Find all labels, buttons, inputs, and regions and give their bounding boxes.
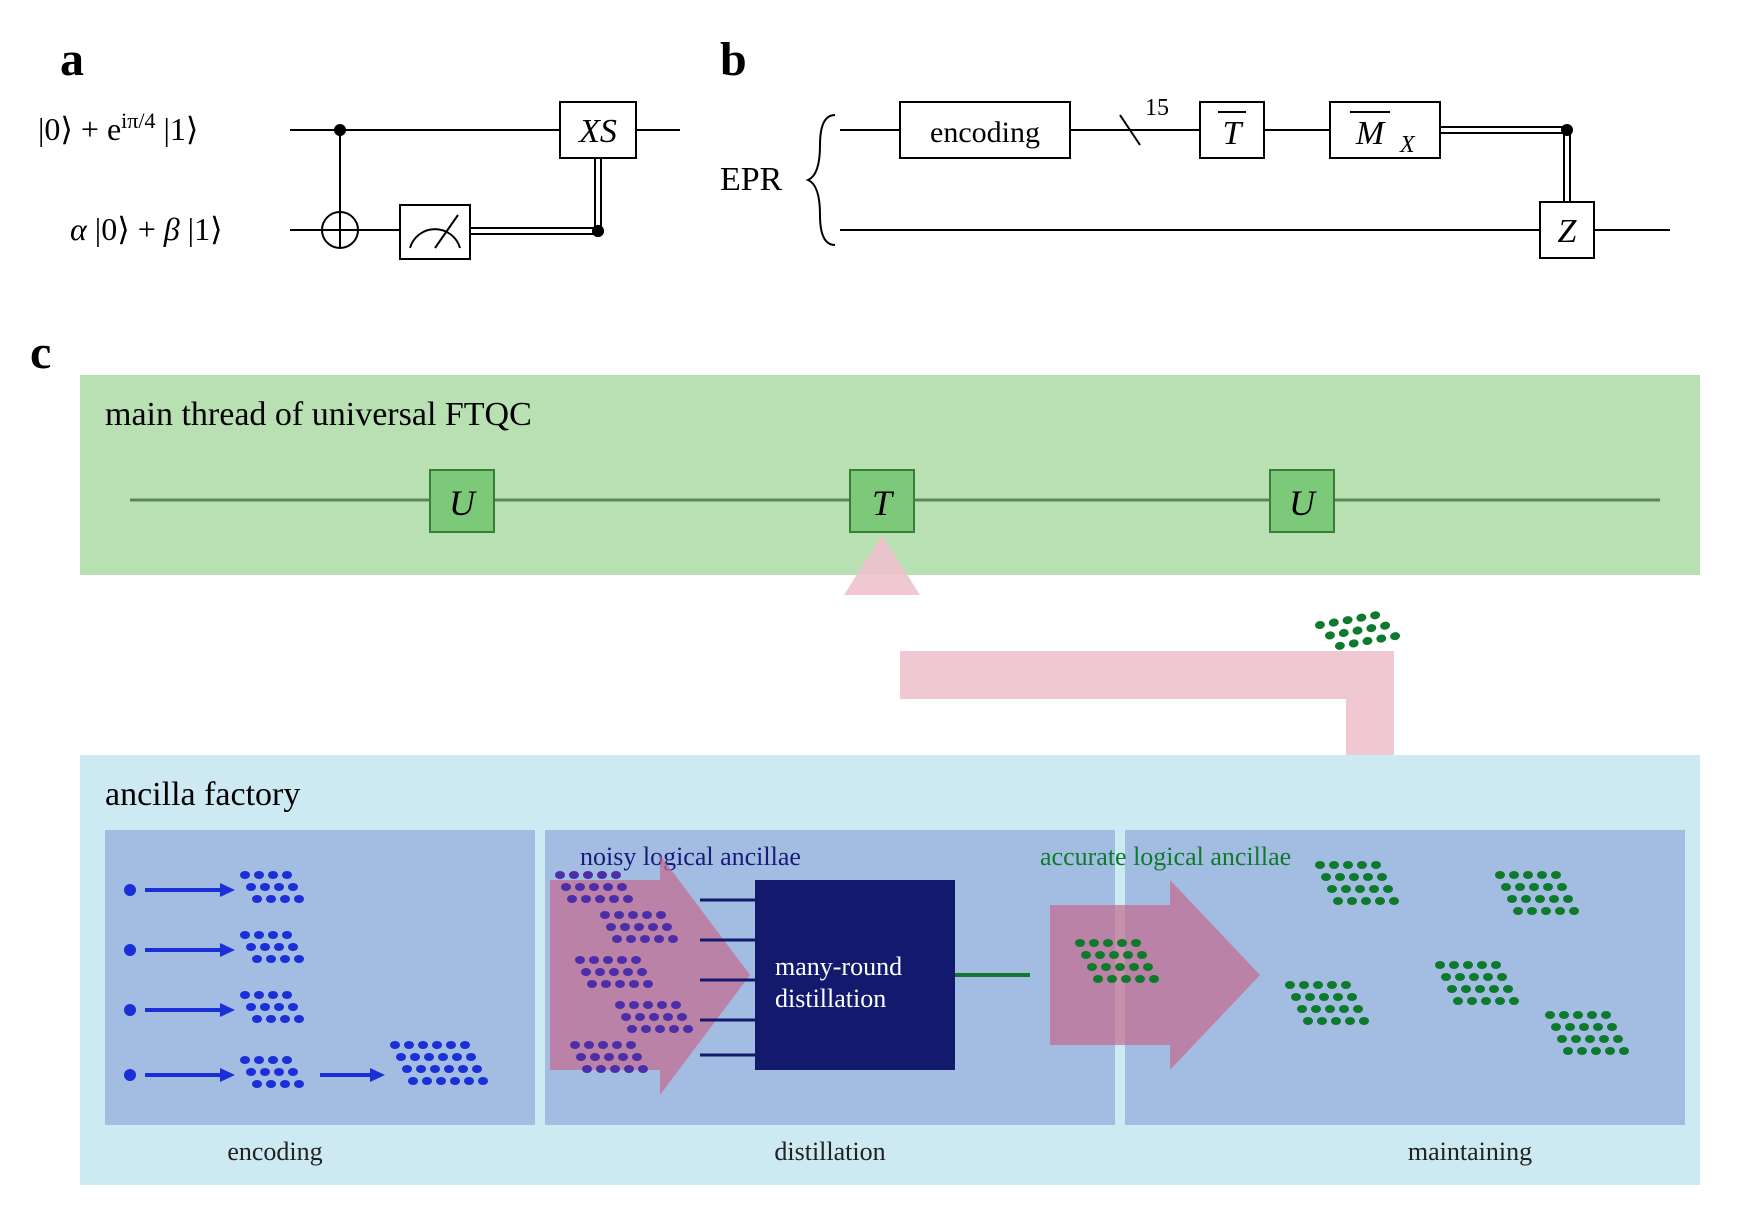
mx-x: X (1399, 132, 1416, 158)
mx-box (1330, 102, 1440, 158)
state-bottom: α |0⟩ + β |1⟩ (70, 211, 223, 247)
circuit-a: a |0⟩ + eiπ/4 |1⟩ α |0⟩ + β |1⟩ (20, 20, 700, 300)
dist-label2: distillation (775, 984, 886, 1013)
stage-distillation: distillation (774, 1137, 885, 1166)
stage-maintaining: maintaining (1408, 1137, 1532, 1166)
panel-c-svg: main thread of universal FTQC U T U (20, 335, 1728, 1205)
tbar-label: T (1223, 115, 1244, 152)
gate-u1-label: U (449, 483, 477, 523)
xs-label: XS (577, 113, 617, 150)
epr-label: EPR (720, 161, 783, 198)
stage-encoding: encoding (227, 1137, 322, 1166)
state-top: |0⟩ + eiπ/4 |1⟩ (38, 108, 198, 148)
label-c: c (30, 325, 51, 380)
dist-label1: many-round (775, 952, 902, 981)
classical-ctrl-b (1561, 124, 1573, 136)
mx-m: M (1355, 115, 1386, 152)
ancilla-title: ancilla factory (105, 776, 300, 813)
circuit-b: b EPR encoding 15 T (700, 20, 1700, 300)
label-b: b (720, 33, 747, 86)
panel-a: a |0⟩ + eiπ/4 |1⟩ α |0⟩ + β |1⟩ (20, 20, 700, 305)
z-label: Z (1558, 213, 1578, 250)
noisy-label: noisy logical ancillae (580, 842, 801, 871)
main-thread-title: main thread of universal FTQC (105, 396, 532, 433)
gate-t-label: T (872, 483, 895, 523)
gate-u2-label: U (1289, 483, 1317, 523)
accurate-label: accurate logical ancillae (1040, 842, 1291, 871)
cluster-green-delivery (1314, 608, 1400, 654)
slash-count: 15 (1145, 95, 1169, 121)
epr-brace (808, 115, 835, 245)
panel-c: c main thread of universal FTQC U T U (20, 335, 1728, 1210)
encoding-label: encoding (930, 116, 1040, 149)
panel-b: b EPR encoding 15 T (700, 20, 1700, 305)
measure-box (400, 205, 470, 259)
label-a: a (60, 33, 84, 86)
